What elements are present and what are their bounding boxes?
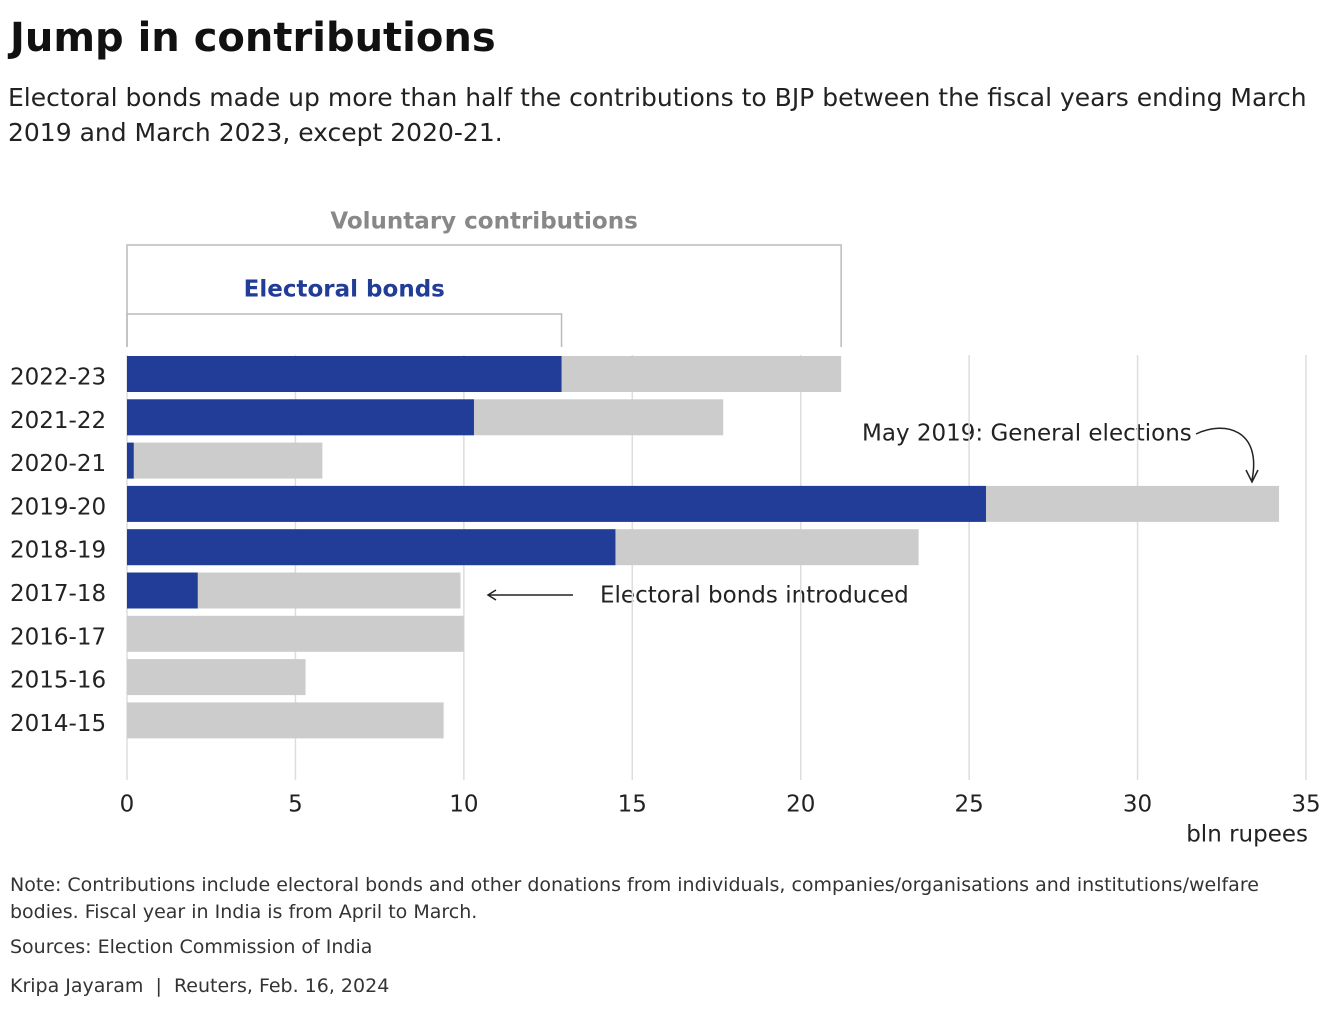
bar	[127, 572, 198, 609]
legend-label: Voluntary contributions	[330, 209, 637, 235]
y-tick-label: 2019-20	[10, 494, 106, 520]
bar	[127, 615, 464, 652]
subtitle-box: Electoral bonds made up more than half t…	[8, 83, 1307, 147]
bar	[127, 702, 444, 739]
legend-bracket	[126, 313, 563, 347]
annotation-arrow	[1195, 427, 1255, 481]
x-tick-label: 30	[1123, 792, 1152, 818]
source: Sources: Election Commission of India	[10, 936, 373, 958]
bar	[127, 659, 306, 696]
chart: Jump in contributions Electoral bonds ma…	[7, 15, 1320, 848]
y-tick-label: 2021-22	[10, 408, 106, 434]
chart-subtitle: Electoral bonds made up more than half t…	[8, 83, 1307, 147]
x-tick-label: 10	[449, 792, 478, 818]
legend-bracket	[126, 244, 842, 347]
chart-title: Jump in contributions	[7, 15, 496, 61]
x-tick-label: 25	[955, 792, 984, 818]
byline: Kripa Jayaram | Reuters, Feb. 16, 2024	[10, 975, 390, 997]
bar	[127, 442, 134, 479]
y-tick-label: 2014-15	[10, 711, 106, 737]
x-axis-label: bln rupees	[1186, 822, 1308, 848]
y-tick-label: 2018-19	[10, 538, 106, 564]
x-tick-label: 0	[120, 792, 135, 818]
bar	[127, 356, 562, 392]
bar	[127, 442, 323, 479]
y-tick-label: 2022-23	[10, 365, 106, 391]
bar	[127, 485, 986, 522]
y-tick-label: 2020-21	[10, 451, 106, 477]
x-tick-label: 15	[618, 792, 647, 818]
bar	[127, 529, 616, 566]
note: Note: Contributions include electoral bo…	[10, 874, 1259, 923]
x-tick-label: 5	[288, 792, 303, 818]
annotation: Electoral bonds introduced	[600, 583, 909, 609]
legend-label: Electoral bonds	[244, 277, 445, 303]
annotation-arrowhead	[1245, 469, 1259, 484]
y-tick-label: 2017-18	[10, 581, 106, 607]
y-tick-label: 2015-16	[10, 668, 106, 694]
x-tick-label: 35	[1291, 792, 1320, 818]
annotation: May 2019: General elections	[862, 421, 1192, 447]
annotation-arrowhead	[486, 589, 497, 601]
y-tick-label: 2016-17	[10, 624, 106, 650]
x-tick-label: 20	[786, 792, 815, 818]
bar	[127, 399, 474, 436]
